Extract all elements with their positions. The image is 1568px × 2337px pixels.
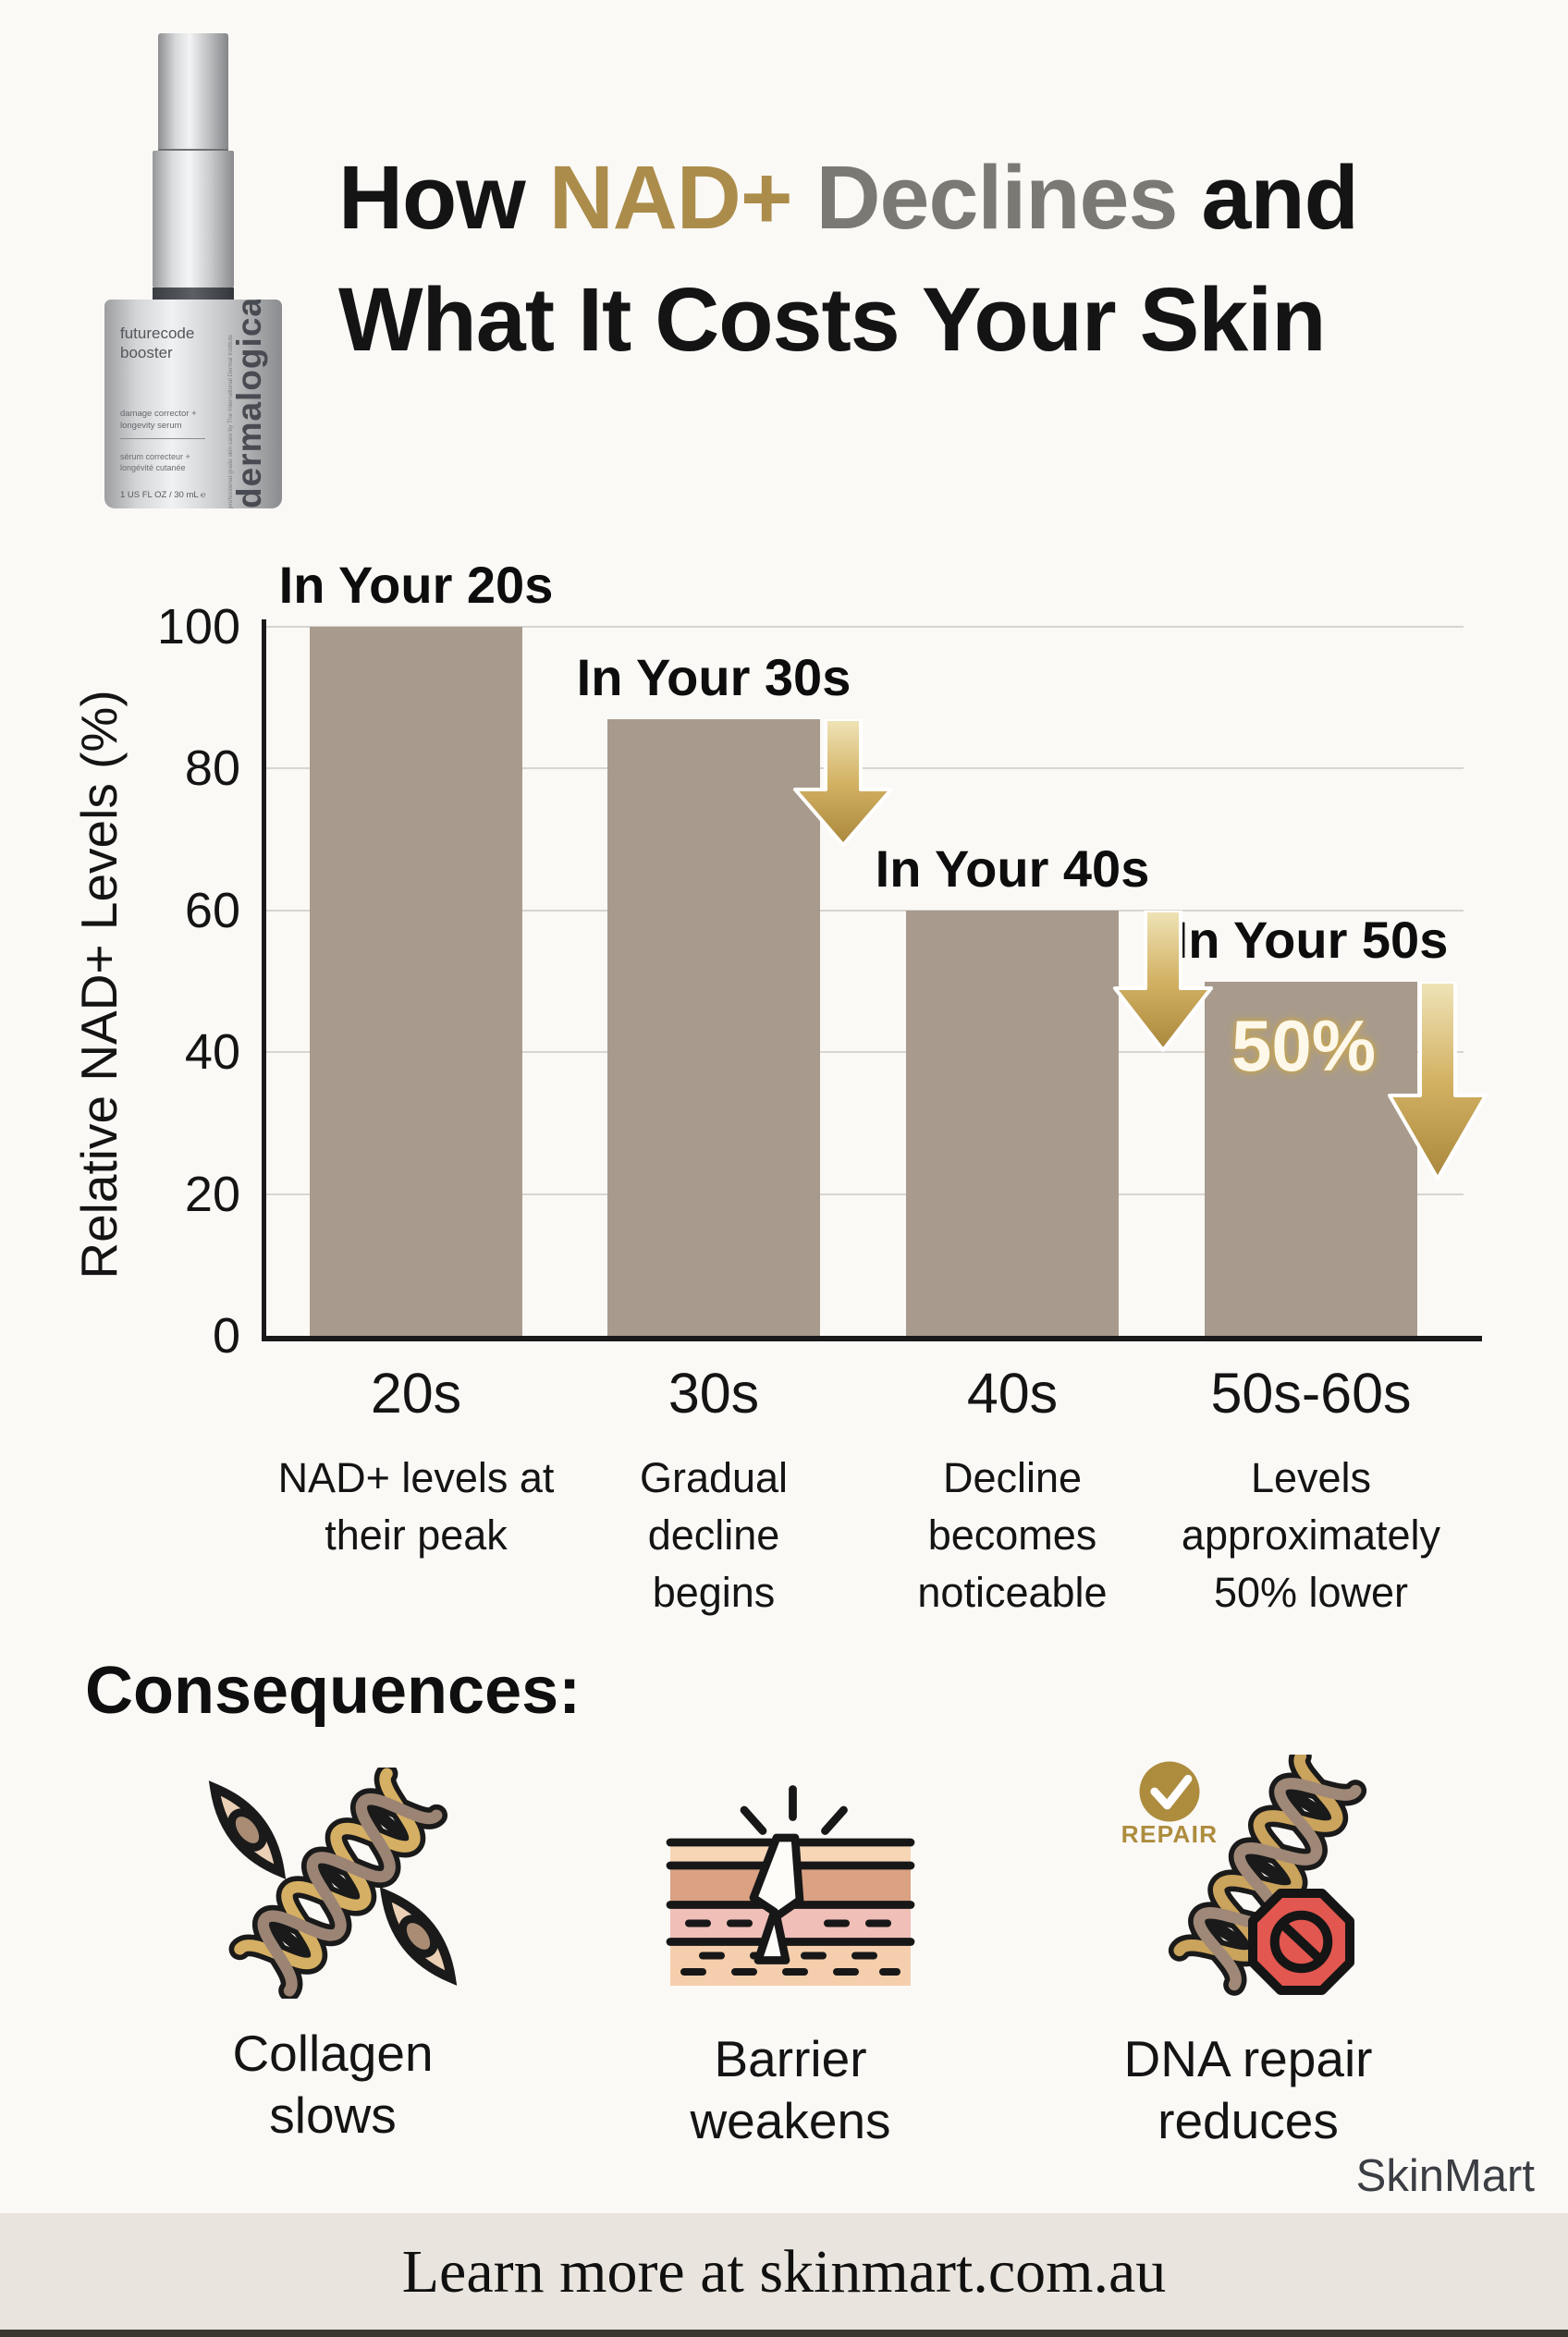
y-tick-label: 80 bbox=[184, 740, 240, 797]
bar-40s bbox=[906, 910, 1119, 1336]
bar-value-callout: 50% bbox=[1231, 1005, 1377, 1086]
consequence-collagen: Collagen slows bbox=[194, 1768, 472, 2147]
bottle-body: futurecode booster damage corrector + lo… bbox=[104, 300, 282, 508]
x-category-label: 30s bbox=[668, 1362, 760, 1425]
repair-check-icon bbox=[1139, 1761, 1200, 1822]
decline-arrow-icon bbox=[793, 718, 893, 847]
y-tick-label: 20 bbox=[184, 1166, 240, 1222]
y-axis-line bbox=[262, 619, 266, 1336]
bar-20s bbox=[310, 627, 522, 1336]
x-category-description: NAD+ levels at their peak bbox=[277, 1454, 555, 1560]
stop-sign-icon bbox=[1248, 1889, 1354, 1995]
collagen-dna-cells-icon bbox=[208, 1768, 458, 1999]
bottle-pump-stem bbox=[158, 33, 228, 152]
y-tick-label: 60 bbox=[184, 882, 240, 938]
product-volume: 1 US FL OZ / 30 mL ℮ bbox=[120, 490, 206, 500]
title-and: and bbox=[1177, 147, 1358, 248]
gridline bbox=[266, 1051, 1464, 1054]
consequence-dna-repair: REPAIR DNA repair reduces bbox=[1109, 1755, 1387, 2152]
decline-arrow-icon bbox=[1113, 910, 1213, 1052]
x-axis-line bbox=[262, 1336, 1482, 1341]
dna-repair-stop-icon: REPAIR bbox=[1121, 1755, 1367, 1996]
gridline bbox=[266, 626, 1464, 628]
decline-arrow-icon bbox=[1388, 981, 1488, 1181]
x-category-label: 50s-60s bbox=[1210, 1362, 1412, 1425]
gridline bbox=[266, 909, 1464, 912]
bar-annotation: In Your 40s bbox=[875, 838, 1150, 898]
repair-badge-text: REPAIR bbox=[1121, 1820, 1219, 1848]
x-category-label: 20s bbox=[370, 1362, 462, 1425]
page-title: How NAD+ Declines and What It Costs Your… bbox=[338, 137, 1540, 381]
footer-banner: Learn more at skinmart.com.au bbox=[0, 2213, 1568, 2331]
cell-icon bbox=[379, 1887, 458, 1986]
title-how: How bbox=[338, 147, 549, 248]
x-category-description: Levels approximately 50% lower bbox=[1181, 1454, 1441, 1617]
cell-icon bbox=[208, 1780, 287, 1879]
y-tick-label: 0 bbox=[212, 1308, 240, 1364]
consequence-label: DNA repair reduces bbox=[1123, 2030, 1373, 2150]
bar-30s bbox=[607, 718, 820, 1336]
x-category-description: Decline becomes noticeable bbox=[917, 1454, 1108, 1617]
consequence-label: Collagen slows bbox=[232, 2025, 434, 2145]
bottom-edge bbox=[0, 2330, 1568, 2337]
y-tick-label: 100 bbox=[156, 599, 240, 655]
consequence-label: Barrier weakens bbox=[690, 2030, 891, 2150]
product-description: damage corrector + longevity serum bbox=[120, 409, 205, 439]
skin-barrier-crack-icon bbox=[666, 1785, 915, 1986]
consequence-barrier: Barrier weakens bbox=[652, 1773, 929, 2152]
product-bottle: futurecode booster damage corrector + lo… bbox=[88, 33, 299, 516]
title-nad: NAD+ bbox=[548, 147, 793, 248]
x-category-label: 40s bbox=[966, 1362, 1059, 1425]
brand-watermark: SkinMart bbox=[1355, 2151, 1535, 2201]
y-tick-label: 40 bbox=[184, 1024, 240, 1081]
footer-text: Learn more at skinmart.com.au bbox=[401, 2238, 1167, 2306]
gridline bbox=[266, 1193, 1464, 1195]
bottle-cap bbox=[153, 151, 234, 288]
product-description-fr: sérum correcteur + longévité cutanée bbox=[120, 452, 190, 472]
bottle-neck-ring bbox=[153, 288, 234, 300]
title-line2: What It Costs Your Skin bbox=[338, 268, 1326, 370]
title-declines: Declines bbox=[791, 147, 1178, 248]
bar-50s-60s bbox=[1205, 981, 1417, 1336]
bar-annotation: In Your 50s bbox=[1173, 910, 1449, 969]
bar-annotation: In Your 20s bbox=[278, 556, 554, 614]
bar-annotation: In Your 30s bbox=[576, 647, 851, 706]
x-category-description: Gradual decline begins bbox=[639, 1454, 789, 1617]
consequences-heading: Consequences: bbox=[85, 1654, 582, 1728]
gridline bbox=[266, 767, 1464, 770]
product-name: futurecode booster bbox=[120, 324, 195, 362]
